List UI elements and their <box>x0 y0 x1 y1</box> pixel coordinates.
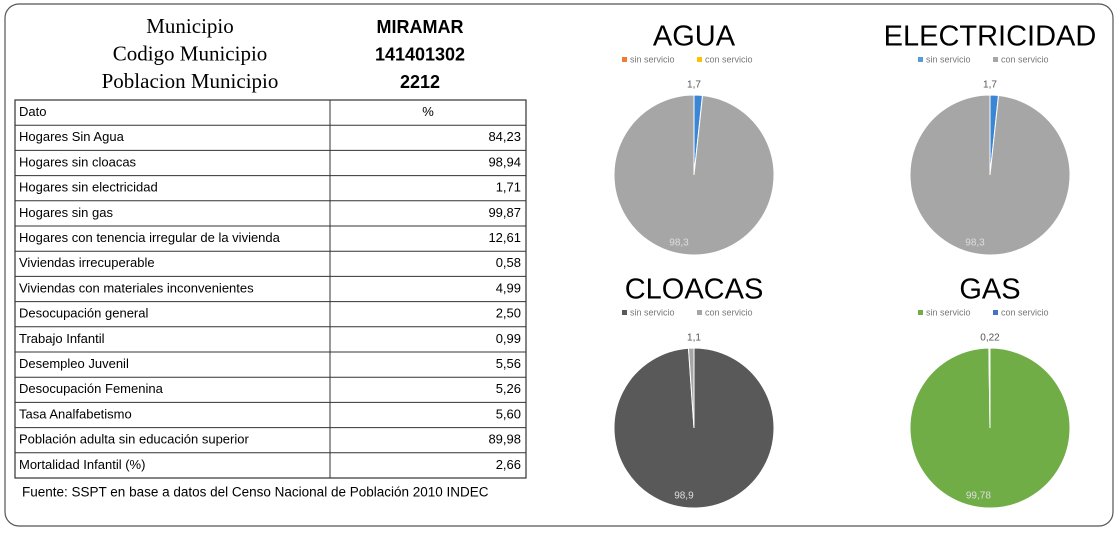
table-cell: Mortalidad Infantil (%) <box>19 457 145 472</box>
table-cell: 12,61 <box>488 230 521 245</box>
legend-marker <box>918 310 923 315</box>
table-cell: 99,87 <box>488 205 521 220</box>
pie-slice <box>687 347 695 429</box>
table-cell: 4,99 <box>496 280 521 295</box>
value-label: 98,3 <box>669 238 689 249</box>
table-cell: 2,66 <box>496 457 521 472</box>
legend-marker <box>697 310 702 315</box>
table-cell: Población adulta sin educación superior <box>19 432 249 447</box>
table-cell: Desocupación Femenina <box>19 381 164 396</box>
legend-label: sin servicio <box>630 54 675 64</box>
legend-marker <box>993 57 998 62</box>
legend-label: sin servicio <box>926 307 971 317</box>
table-cell: Desocupación general <box>19 306 148 321</box>
legend-marker <box>622 57 627 62</box>
table-cell: 1,71 <box>496 180 521 195</box>
legend-label: sin servicio <box>926 54 971 64</box>
value-label: 98,9 <box>674 491 694 502</box>
table-cell: Hogares Sin Agua <box>19 129 125 144</box>
table-cell: 98,94 <box>488 154 521 169</box>
table-cell: 89,98 <box>488 432 521 447</box>
pie-slice <box>613 94 775 256</box>
table-cell: 0,99 <box>496 331 521 346</box>
legend-marker <box>993 310 998 315</box>
chart-title: AGUA <box>653 21 736 53</box>
chart-title: GAS <box>959 274 1020 306</box>
table-cell: Hogares con tenencia irregular de la viv… <box>19 230 281 245</box>
table-cell: 0,58 <box>496 255 521 270</box>
header-label: Poblacion Municipio <box>102 69 279 93</box>
table-cell: Tasa Analfabetismo <box>19 406 132 421</box>
table-cell: 5,56 <box>496 356 521 371</box>
table-header: % <box>422 104 434 119</box>
pie-slice <box>909 94 1071 256</box>
header-value: 2212 <box>400 72 440 92</box>
table-cell: 5,26 <box>496 381 521 396</box>
table-cell: Viviendas con materiales inconvenientes <box>19 280 254 295</box>
legend-label: con servicio <box>1001 54 1049 64</box>
legend-marker <box>622 310 627 315</box>
table-cell: Trabajo Infantil <box>19 331 105 346</box>
table-cell: Hogares sin gas <box>19 205 113 220</box>
value-label: 1,1 <box>687 333 701 344</box>
table-cell: Hogares sin cloacas <box>19 154 137 169</box>
table-cell: 5,60 <box>496 406 521 421</box>
value-label: 99,78 <box>966 491 991 502</box>
header-value: MIRAMAR <box>377 17 464 37</box>
chart-title: CLOACAS <box>625 274 764 306</box>
legend-marker <box>697 57 702 62</box>
table-cell: 84,23 <box>488 129 521 144</box>
frame <box>4 3 1114 527</box>
table-header: Dato <box>19 104 46 119</box>
value-label: 0,22 <box>980 333 1000 344</box>
legend-label: con servicio <box>705 54 753 64</box>
pie-slice <box>988 347 991 429</box>
table-cell: Viviendas irrecuperable <box>19 255 155 270</box>
value-label: 1,7 <box>983 80 997 91</box>
legend-label: con servicio <box>1001 307 1049 317</box>
header-label: Municipio <box>146 14 234 38</box>
value-label: 1,7 <box>687 80 701 91</box>
legend-label: con servicio <box>705 307 753 317</box>
legend-marker <box>918 57 923 62</box>
chart-title: ELECTRICIDAD <box>884 21 1097 53</box>
footer: Fuente: SSPT en base a datos del Censo N… <box>22 485 489 500</box>
header-label: Codigo Municipio <box>113 41 268 65</box>
legend-label: sin servicio <box>630 307 675 317</box>
table-cell: Hogares sin electricidad <box>19 180 158 195</box>
value-label: 98,3 <box>965 238 985 249</box>
table-cell: 2,50 <box>496 306 521 321</box>
table-cell: Desempleo Juvenil <box>19 356 129 371</box>
table-border <box>14 99 527 479</box>
header-value: 141401302 <box>375 44 465 64</box>
